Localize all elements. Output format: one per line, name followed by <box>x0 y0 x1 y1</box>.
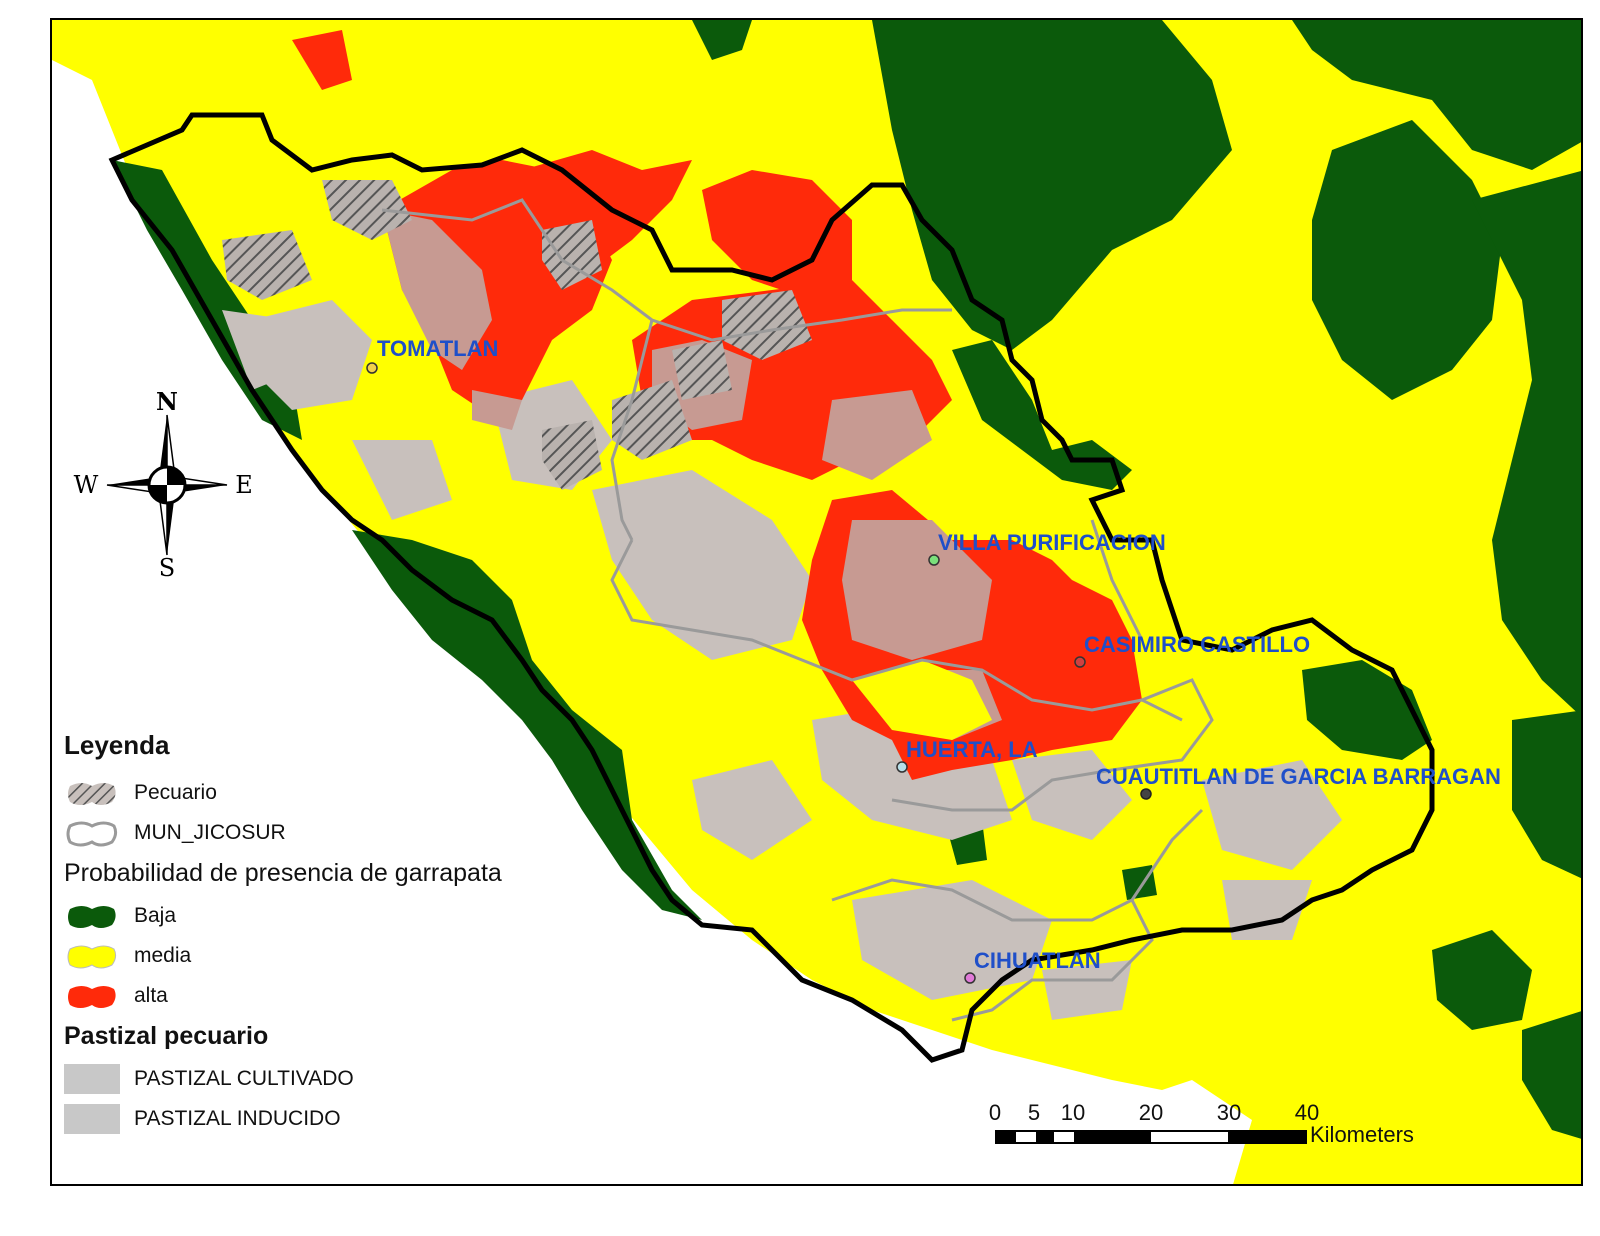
map-canvas[interactable] <box>52 20 1583 1186</box>
town-label-cihuatlan: CIHUATLAN <box>974 948 1101 973</box>
legend-label-pecuario: Pecuario <box>134 781 217 804</box>
legend-item-pecuario: Pecuario <box>60 773 580 813</box>
town-label-cuautitlan: CUAUTITLAN DE GARCIA BARRAGAN <box>1096 764 1501 789</box>
legend-title: Leyenda <box>64 730 170 760</box>
town-label-villa-purificacion: VILLA PURIFICACION <box>938 530 1166 555</box>
legend-label-alta: alta <box>134 984 168 1007</box>
scale-tick-5: 5 <box>1027 1100 1041 1125</box>
town-label-casimiro-castillo: CASIMIRO CASTILLO <box>1084 632 1311 657</box>
scale-bar: 0 5 10 20 30 40 Kilometers <box>988 1100 1450 1160</box>
media-inner-hole <box>852 660 992 740</box>
legend-item-alta: alta <box>60 976 580 1016</box>
pecuario-swatch-icon <box>68 783 116 805</box>
town-dot-casimiro-castillo[interactable] <box>1074 656 1086 668</box>
map-frame[interactable]: TOMATLAN VILLA PURIFICACION CASIMIRO CAS… <box>50 18 1583 1186</box>
scale-tick-20: 20 <box>1138 1100 1164 1125</box>
legend-item-inducido: PASTIZAL INDUCIDO <box>60 1099 580 1139</box>
pastizal-regions <box>222 300 1342 1020</box>
town-dot-villa-purificacion[interactable] <box>928 554 940 566</box>
scale-track <box>995 1130 1307 1144</box>
baja-swatch-icon <box>68 906 116 928</box>
town-dot-tomatlan[interactable] <box>366 362 378 374</box>
legend-item-baja: Baja <box>60 896 580 936</box>
sea-area <box>52 60 1252 1184</box>
legend-label-media: media <box>134 944 192 967</box>
cultivado-swatch <box>64 1064 120 1094</box>
legend-label-cultivado: PASTIZAL CULTIVADO <box>134 1067 354 1090</box>
scale-tick-10: 10 <box>1060 1100 1086 1125</box>
compass-w: W <box>74 471 99 499</box>
legend: Leyenda Pecuario MUN_JICOSUR Probabilida… <box>60 730 580 1139</box>
legend-prob-title: Probabilidad de presencia de garrapata <box>64 859 502 887</box>
municipal-boundaries <box>381 198 1214 1022</box>
compass-rose: N S W E <box>72 387 262 582</box>
inducido-swatch <box>64 1104 120 1134</box>
legend-pastizal-title: Pastizal pecuario <box>64 1022 269 1050</box>
scale-unit: Kilometers <box>1310 1122 1414 1147</box>
compass-icon: N S W E <box>74 387 253 582</box>
legend-label-mun: MUN_JICOSUR <box>134 821 286 844</box>
scale-tick-30: 30 <box>1216 1100 1242 1125</box>
scale-tick-0: 0 <box>988 1100 1002 1125</box>
mun-swatch-icon <box>66 821 118 847</box>
scale-tick-40: 40 <box>1294 1100 1320 1125</box>
media-swatch-icon <box>67 945 117 969</box>
compass-e: E <box>235 471 253 499</box>
town-dot-cihuatlan[interactable] <box>964 972 976 984</box>
town-dot-huerta-la[interactable] <box>896 761 908 773</box>
alta-swatch-icon <box>68 986 116 1008</box>
legend-item-media: media <box>60 936 580 976</box>
legend-item-mun: MUN_JICOSUR <box>60 813 580 853</box>
study-area-boundary <box>108 112 1435 1063</box>
legend-label-inducido: PASTIZAL INDUCIDO <box>134 1107 341 1130</box>
town-label-tomatlan: TOMATLAN <box>377 336 499 361</box>
town-dot-cuautitlan[interactable] <box>1140 788 1152 800</box>
town-label-huerta-la: HUERTA, LA <box>906 737 1038 762</box>
legend-label-baja: Baja <box>134 904 177 927</box>
compass-s: S <box>159 554 175 580</box>
compass-n: N <box>156 390 178 416</box>
pecuario-regions <box>222 180 812 490</box>
legend-item-cultivado: PASTIZAL CULTIVADO <box>60 1059 580 1099</box>
